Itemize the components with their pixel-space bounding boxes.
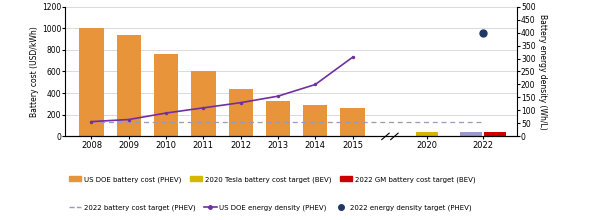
Bar [116, 35, 141, 136]
Bar [154, 54, 178, 136]
Bar [484, 132, 506, 136]
Y-axis label: Battery cost (USD/kWh): Battery cost (USD/kWh) [30, 26, 39, 117]
Legend: 2022 battery cost target (PHEV), US DOE energy density (PHEV), 2022 energy densi: 2022 battery cost target (PHEV), US DOE … [69, 205, 472, 211]
Y-axis label: Battery energy density (Wh/L): Battery energy density (Wh/L) [538, 14, 547, 129]
Bar [80, 28, 103, 136]
Bar [303, 105, 327, 136]
Bar [191, 72, 216, 136]
Bar [340, 108, 365, 136]
Bar [416, 132, 438, 136]
Bar [229, 89, 253, 136]
Bar [460, 132, 482, 136]
Bar [266, 101, 290, 136]
